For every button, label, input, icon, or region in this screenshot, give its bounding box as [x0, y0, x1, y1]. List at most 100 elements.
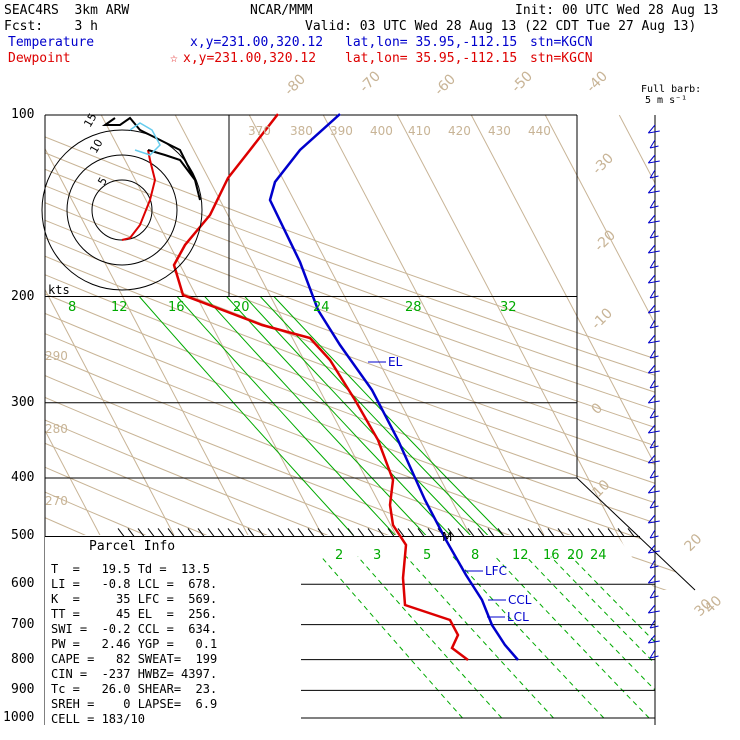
mixing-ratio-label: 16: [543, 548, 560, 563]
wind-barb-flag: [649, 205, 659, 209]
wind-barb-flag: [648, 640, 660, 644]
wind-barb-flag: [648, 220, 660, 224]
isotherm-label: -70: [357, 68, 384, 95]
wind-barb: [649, 589, 656, 599]
pressure-label: 100: [11, 107, 35, 122]
wind-hatch: [457, 528, 465, 537]
isotherm-line: [470, 115, 695, 590]
dry-adiabat: [45, 115, 695, 590]
wind-barb: [649, 349, 656, 359]
mixing-ratio-label: 20: [233, 300, 250, 315]
mixing-ratio-label: 12: [512, 548, 529, 563]
hodo-ring-label: 10: [87, 137, 105, 156]
wind-barb: [647, 544, 656, 554]
parcel-info-row: CAPE = 82 SWEAT= 199: [51, 652, 218, 666]
wind-barb-flag: [649, 265, 659, 269]
wind-hatch: [337, 528, 345, 537]
mixing-ratio-dashed: [452, 556, 605, 719]
isotherm-label: -30: [590, 150, 617, 177]
wind-hatch: [417, 528, 425, 537]
wind-barb: [647, 634, 656, 644]
theta-label: 280: [45, 422, 68, 436]
mixing-ratio-dashed: [357, 556, 503, 719]
hodo-ring-label: 5: [95, 175, 110, 188]
org-label: NCAR/MMM: [250, 3, 313, 18]
wind-barb-flag: [649, 475, 659, 479]
theta-label: 380: [290, 124, 313, 138]
wind-barb-flag: [649, 175, 659, 179]
isotherm-label: -80: [282, 71, 309, 98]
mixing-ratio-label: 16: [168, 300, 185, 315]
wind-hatch: [377, 528, 385, 537]
wind-hatch: [507, 528, 515, 537]
wind-barb: [649, 229, 656, 239]
mixing-ratio-label: 5: [423, 548, 431, 563]
wind-barb-flag: [648, 370, 660, 374]
dewpoint-label: Dewpoint: [8, 51, 71, 66]
wind-hatch: [297, 528, 305, 537]
wind-hatch: [317, 528, 325, 537]
mixing-ratio-label: 2: [335, 548, 343, 563]
star-icon: ☆: [170, 51, 178, 66]
isotherm-label: 0: [589, 400, 607, 418]
marker-label-ccl: CCL: [508, 593, 532, 607]
wind-barb: [649, 289, 656, 299]
wind-hatch: [547, 528, 555, 537]
wind-barb-flag: [649, 235, 659, 239]
wind-barb: [649, 259, 656, 269]
wind-hatch: [167, 528, 175, 537]
wind-hatch: [487, 528, 495, 537]
wind-barb-flag: [648, 250, 660, 254]
parcel-info-row: LI = -0.8 LCL = 678.: [51, 577, 218, 591]
theta-label: 410: [408, 124, 431, 138]
parcel-info-row: CELL = 183/10: [51, 712, 145, 726]
dry-adiabat: [45, 115, 695, 590]
hodo-trace-red: [121, 149, 157, 241]
parcel-info-row: Tc = 26.0 SHEAR= 23.: [51, 682, 218, 696]
hodo-ring: [91, 179, 153, 241]
wind-hatch: [147, 528, 155, 537]
wind-hatch: [607, 528, 615, 537]
mixing-ratio-label: 32: [500, 300, 517, 315]
temperature-latlon: lat,lon= 35.95,-112.15: [345, 35, 518, 50]
dewpoint-xy: x,y=231.00,320.12: [183, 51, 317, 66]
temperature-line: [268, 113, 519, 661]
wind-barb-flag: [648, 190, 660, 194]
isotherm-line: [544, 115, 695, 590]
wind-hatch: [357, 528, 365, 537]
wind-barb-flag: [648, 550, 660, 554]
kts-label: kts: [48, 283, 70, 297]
isotherm-line: [618, 115, 695, 590]
right-axis-diagonal: [576, 477, 696, 591]
marker-label-lcl: LCL: [507, 610, 529, 624]
wind-barb-flag: [649, 655, 659, 659]
temperature-station: stn=KGCN: [530, 35, 593, 50]
wind-barb-flag: [649, 355, 659, 359]
dry-adiabat: [45, 115, 695, 590]
wind-barb: [649, 139, 656, 149]
wind-barb-flag: [649, 415, 659, 419]
valid-time: Valid: 03 UTC Wed 28 Aug 13 (22 CDT Tue …: [305, 19, 697, 34]
hodo-trace-cyan: [129, 122, 161, 156]
wind-hatch: [587, 528, 595, 537]
wind-barb: [649, 439, 656, 449]
wind-hatch: [347, 528, 355, 537]
wind-barb: [647, 154, 656, 164]
wind-hatch: [537, 528, 545, 537]
pressure-label: 900: [11, 682, 35, 698]
mixing-ratio-label: 28: [405, 300, 422, 315]
mixing-ratio-dashed: [320, 556, 463, 719]
isotherm-line: [100, 115, 419, 590]
hodo-ring: [41, 129, 203, 291]
isotherm-line: [692, 115, 695, 590]
dry-adiabat: [45, 115, 695, 590]
wind-hatch: [117, 528, 125, 537]
wind-hatch: [617, 528, 625, 537]
isotherm-line: [45, 115, 271, 590]
dry-adiabat: [45, 115, 695, 590]
wind-hatch: [247, 528, 255, 537]
wind-barb-flag: [649, 595, 659, 599]
isotherm-label: -10: [589, 305, 616, 332]
theta-label: 390: [330, 124, 353, 138]
dewpoint-line: [172, 113, 469, 661]
